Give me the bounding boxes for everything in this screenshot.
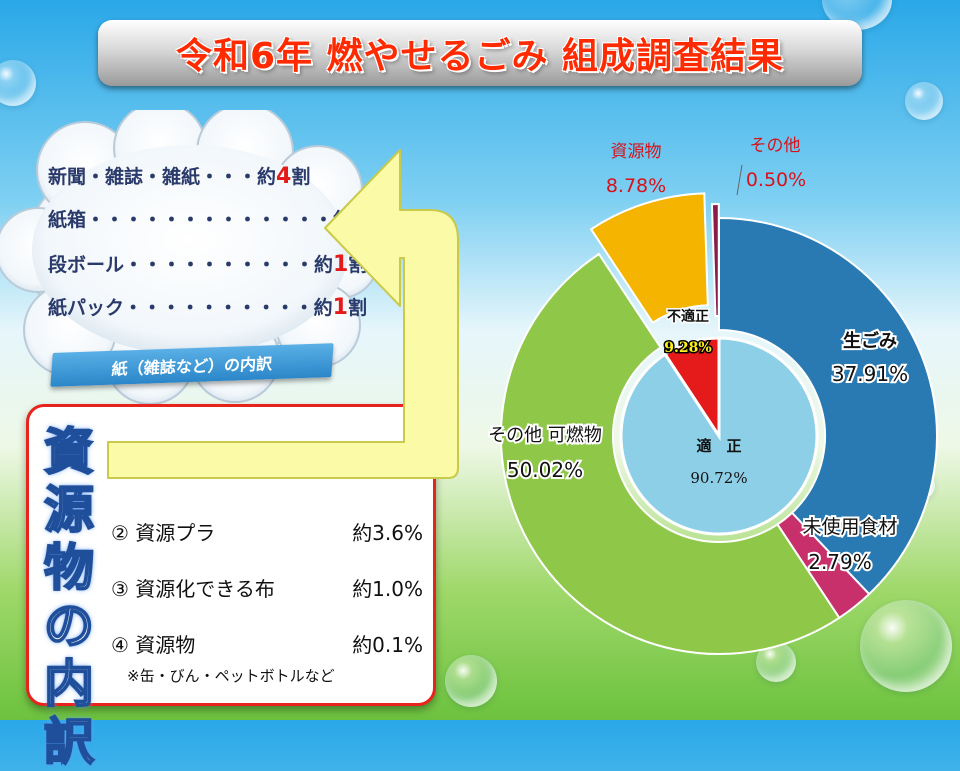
data-label-name: その他 可燃物 [488,425,602,446]
data-label-name: 不適正 [667,308,709,325]
data-label-name: その他 [750,136,801,156]
data-label-value: 8.78% [606,175,666,197]
donut-segment-outer [718,216,938,596]
title-banner: 令和6年 燃やせるごみ 組成調査結果 [98,20,862,86]
data-label-value: 0.50% [746,169,806,191]
water-drop-decoration [905,82,943,120]
composition-donut-chart: 生ごみ 37.91% 未使用食材 2.79% その他 可燃物 50.02% 資源物 8.78%… [486,136,938,655]
leader-line [736,164,743,196]
data-label-value: 9.28% [664,340,711,356]
data-label-name: 適 正 [696,437,741,455]
pie-segment-inner [619,336,819,536]
data-label-value: 90.72% [690,469,747,487]
donut-segment-outer [589,192,709,325]
resource-item: ③ 資源化できる布 約1.0% [111,577,423,601]
resource-item: ② 資源プラ 約3.6% [111,521,423,545]
donut-segment-outer [499,252,841,655]
data-label-value: 2.79% [808,550,872,574]
resource-item: ④ 資源物 約0.1% [111,633,423,657]
data-label-name: 生ごみ [843,330,897,352]
data-label-name: 未使用食材 [802,516,897,538]
water-drop-decoration [445,655,497,707]
data-label-value: 50.02% [507,458,583,482]
data-label-name: 資源物 [611,142,662,162]
resource-note: ※缶・びん・ペットボトルなど [127,667,335,685]
page-title: 令和6年 燃やせるごみ 組成調査結果 [175,36,785,77]
donut-segment-outer [710,203,720,318]
data-label-value: 37.91% [832,362,908,386]
water-drop-decoration [860,600,952,692]
water-drop-decoration [0,60,36,106]
